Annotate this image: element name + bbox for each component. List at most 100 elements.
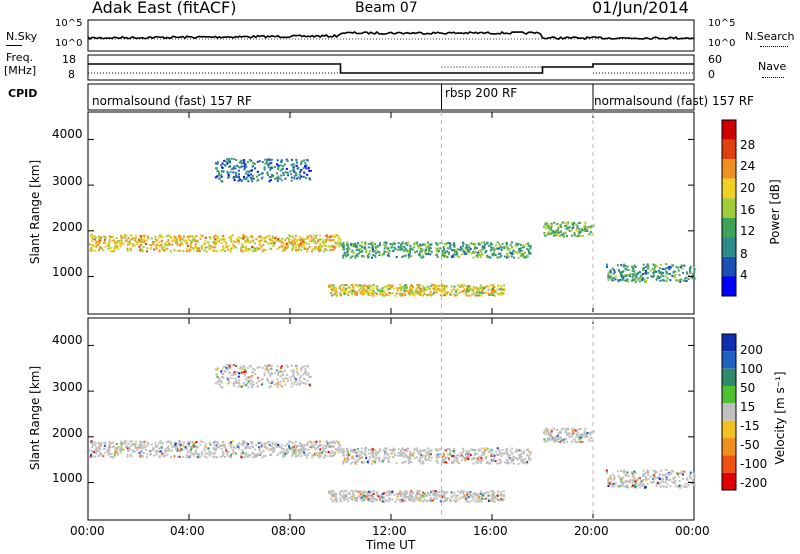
power-echo-cell (138, 245, 141, 248)
velocity-echo-cell (272, 446, 275, 449)
velocity-echo-cell (586, 435, 589, 438)
power-echo-cell (678, 278, 681, 281)
power-echo-cell (133, 244, 136, 247)
velocity-echo-cell (270, 379, 273, 382)
power-echo-cell (359, 292, 362, 295)
velocity-echo-cell (404, 490, 407, 492)
nsky-panel (87, 19, 695, 52)
power-echo-cell (356, 253, 359, 256)
power-echo-cell (422, 243, 425, 246)
velocity-echo-cell (453, 451, 456, 454)
velocity-echo-cell (491, 494, 494, 496)
power-echo-cell (495, 244, 498, 247)
power-echo-cell (506, 256, 508, 259)
power-echo-cell (455, 290, 457, 293)
velocity-echo-cell (483, 497, 486, 500)
power-echo-cell (617, 280, 620, 283)
velocity-echo-cell (270, 382, 273, 385)
power-echo-cell (134, 239, 137, 242)
velocity-echo-cell (673, 480, 676, 483)
velocity-echo-cell (578, 428, 581, 431)
power-echo-cell (503, 284, 505, 287)
velocity-echo-cell (168, 440, 171, 443)
power-echo-cell (474, 243, 477, 246)
velocity-echo-cell (636, 485, 639, 488)
power-echo-cell (418, 293, 421, 296)
power-echo-cell (649, 269, 652, 272)
velocity-echo-cell (345, 497, 348, 500)
power-echo-cell (418, 246, 421, 248)
velocity-echo-cell (119, 451, 122, 454)
power-echo-cell (549, 227, 552, 229)
power-echo-cell (693, 270, 696, 273)
power-echo-cell (481, 248, 484, 251)
power-echo-cell (298, 247, 301, 250)
power-echo-cell (178, 235, 181, 238)
power-echo-cell (240, 159, 243, 162)
velocity-echo-cell (109, 455, 112, 458)
velocity-echo-cell (514, 450, 517, 453)
power-echo-cell (216, 167, 218, 170)
power-echo-cell (220, 175, 223, 178)
velocity-echo-cell (242, 442, 245, 445)
power-echo-cell (208, 236, 211, 239)
power-echo-cell (662, 279, 665, 282)
velocity-echo-cell (487, 498, 490, 501)
velocity-echo-cell (337, 441, 340, 444)
velocity-echo-cell (159, 450, 162, 453)
velocity-echo-cell (239, 384, 242, 387)
power-echo-cell (424, 249, 427, 252)
velocity-echo-cell (328, 492, 331, 495)
velocity-echo-cell (419, 496, 422, 498)
power-echo-cell (443, 284, 446, 287)
power-echo-cell (188, 235, 191, 238)
power-echo-cell (409, 244, 412, 247)
power-echo-cell (429, 253, 432, 256)
power-echo-cell (672, 275, 675, 278)
power-echo-cell (385, 293, 388, 296)
power-echo-cell (192, 239, 194, 242)
power-echo-cell (298, 173, 301, 176)
power-echo-cell (631, 266, 634, 269)
velocity-echo-cell (268, 364, 271, 367)
velocity-echo-cell (658, 478, 661, 481)
power-echo-cell (266, 158, 269, 161)
freq-tick-top: 18 (62, 53, 76, 66)
power-echo-cell (403, 285, 406, 288)
velocity-echo-cell (231, 373, 234, 376)
power-echo-cell (235, 174, 238, 177)
power-echo-cell (236, 237, 239, 240)
power-echo-cell (345, 291, 348, 294)
power-echo-cell (380, 290, 383, 293)
power-echo-cell (671, 274, 674, 277)
velocity-echo-cell (582, 440, 585, 443)
power-echo-cell (478, 287, 481, 290)
velocity-echo-cell (608, 482, 611, 485)
power-echo-cell (223, 238, 226, 241)
velocity-echo-cell (665, 473, 668, 476)
power-echo-cell (297, 248, 300, 251)
velocity-echo-cell (301, 449, 304, 452)
power-echo-cell (270, 167, 273, 170)
power-echo-cell (644, 266, 647, 268)
velocity-echo-cell (275, 445, 278, 448)
velocity-echo-cell (284, 450, 287, 453)
velocity-echo-cell (428, 499, 431, 502)
power-echo-cell (223, 163, 226, 166)
power-echo-cell (428, 248, 431, 251)
power-echo-cell (435, 247, 438, 250)
velocity-echo-cell (345, 490, 348, 493)
velocity-echo-cell (642, 479, 645, 482)
velocity-echo-cell (128, 446, 131, 449)
velocity-echo-cell (325, 455, 328, 458)
power-echo-cell (489, 242, 492, 245)
power-echo-cell (693, 277, 696, 280)
velocity-echo-cell (435, 497, 438, 500)
velocity-echo-cell (679, 484, 682, 487)
nave-tick-bottom: 0 (708, 68, 715, 81)
velocity-echo-cell (460, 496, 463, 499)
power-echo-cell (314, 246, 317, 248)
power-echo-cell (183, 236, 185, 239)
velocity-echo-cell (288, 440, 291, 443)
velocity-echo-cell (435, 491, 438, 494)
